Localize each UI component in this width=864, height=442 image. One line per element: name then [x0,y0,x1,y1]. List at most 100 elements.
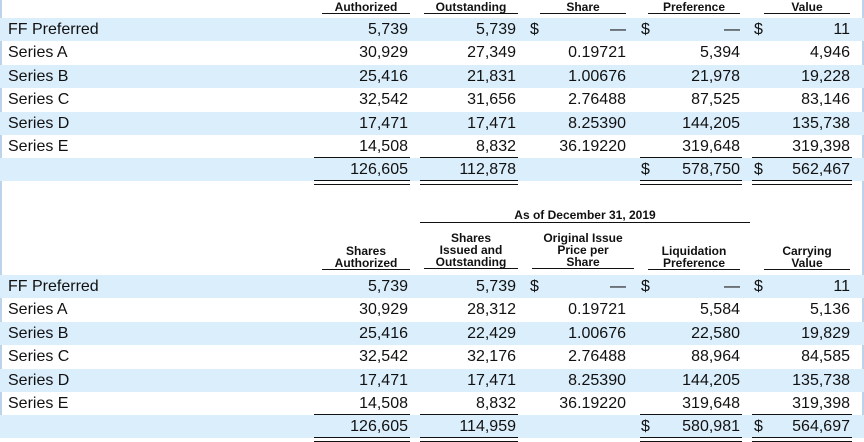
shares-authorized-value: 25,416 [359,324,408,342]
carrying-value: 11 [833,21,850,38]
price-per-share-value: 0.19721 [568,44,626,62]
currency-symbol: $ [641,161,650,179]
total-double-rule [640,179,742,185]
header-outstanding: Outstanding [424,1,518,14]
subtotal-rule [640,157,742,159]
subtotal-rule [420,157,518,159]
shares-authorized-value: 32,542 [359,91,408,109]
shares-authorized-value: 126,605 [350,161,408,179]
shares-outstanding-value: 27,349 [467,44,516,62]
currency-symbol: $ [754,418,763,436]
subtotal-rule [420,414,518,416]
shares-outstanding-value: 17,471 [467,114,516,132]
subtotal-rule [314,157,410,159]
subtotal-rule [752,157,852,159]
row-label: Series C [8,91,70,109]
row-label: FF Preferred [8,278,99,295]
liquidation-preference-value: 5,394 [699,44,740,62]
total-double-rule [752,436,852,442]
liquidation-preference-value: 88,964 [691,348,740,366]
price-per-share-value: 0.19721 [568,301,626,319]
row-label: Series A [8,44,68,62]
total-double-rule [420,179,518,185]
table-row: Series A 30,929 28,312 0.19721 5,584 5,136 [0,298,864,321]
total-double-rule [752,179,852,185]
row-label: Series D [8,114,70,132]
table-row: Series B 25,416 21,831 1.00676 21,978 19,228 [0,64,864,88]
table-row: FF Preferred 5,739 5,739 — — 11 $ $ $ [0,275,864,298]
shares-outstanding-value: 112,878 [459,161,516,179]
shares-outstanding-value: 22,429 [467,324,516,342]
liquidation-preference-value: 578,750 [682,161,740,179]
total-double-rule [314,436,410,442]
currency-symbol: $ [754,161,763,179]
shares-outstanding-value: 114,959 [459,418,516,436]
shares-outstanding-value: 21,831 [467,67,516,85]
carrying-value: 319,398 [792,138,850,155]
header-carrying: Value [764,1,850,14]
price-per-share-value: 1.00676 [568,67,626,85]
total-double-rule [314,179,410,185]
page-frame [0,0,864,431]
total-row: 126,605 112,878 578,750 562,467 $ $ [0,158,864,182]
carrying-value: 11 [833,278,850,295]
table-row: Series C 32,542 31,656 2.76488 87,525 83,146 [0,88,864,111]
row-label: Series C [8,348,70,366]
shares-authorized-value: 17,471 [359,371,408,389]
carrying-value: 5,136 [809,301,850,319]
price-per-share-value: 1.00676 [568,324,626,342]
row-label: Series D [8,371,70,389]
carrying-value: 19,829 [801,324,850,342]
total-row: 126,605 114,959 580,981 564,697 $ $ [0,415,864,439]
carrying-value: 562,467 [792,161,850,179]
liquidation-preference-value: 144,205 [682,114,740,132]
subtotal-rule [752,414,852,416]
currency-symbol: $ [754,278,763,295]
shares-outstanding-value: 32,176 [467,348,516,366]
header-liquidation: Preference [648,1,740,14]
header-outstanding: Shares Issued and Outstanding [424,232,518,269]
shares-authorized-value: 30,929 [359,44,408,62]
price-per-share-value: — [610,21,626,38]
subtotal-rule [640,414,742,416]
liquidation-preference-value: 144,205 [682,371,740,389]
shares-authorized-value: 14,508 [359,395,408,412]
table-row: Series E 14,508 8,832 36.19220 319,648 319,39… [0,392,864,415]
shares-outstanding-value: 28,312 [467,301,516,319]
price-per-share-value: 8.25390 [568,371,626,389]
shares-authorized-value: 5,739 [367,21,408,38]
shares-authorized-value: 17,471 [359,114,408,132]
liquidation-preference-value: 5,584 [699,301,740,319]
price-per-share-value: 2.76488 [568,91,626,109]
liquidation-preference-value: 319,648 [682,138,740,155]
table-row: Series D 17,471 17,471 8.25390 144,205 135,73… [0,111,864,135]
shares-authorized-value: 5,739 [367,278,408,295]
price-per-share-value: — [610,278,626,295]
total-double-rule [640,436,742,442]
shares-outstanding-value: 8,832 [475,395,516,412]
shares-outstanding-value: 31,656 [467,91,516,109]
header-liquidation: Liquidation Preference [648,245,740,270]
shares-outstanding-value: 8,832 [475,138,516,155]
carrying-value: 135,738 [792,114,850,132]
table-row: Series C 32,542 32,176 2.76488 88,964 84,585 [0,345,864,368]
table-row: Series D 17,471 17,471 8.25390 144,205 135,73… [0,368,864,392]
header-authorized: Authorized [322,1,410,14]
liquidation-preference-value: 319,648 [682,395,740,412]
currency-symbol: $ [530,278,539,295]
carrying-value: 135,738 [792,371,850,389]
price-per-share-value: 8.25390 [568,114,626,132]
currency-symbol: $ [641,21,650,38]
currency-symbol: $ [641,278,650,295]
currency-symbol: $ [530,21,539,38]
carrying-value: 4,946 [809,44,850,62]
shares-authorized-value: 25,416 [359,67,408,85]
header-carrying: Carrying Value [764,245,850,270]
liquidation-preference-value: 22,580 [691,324,740,342]
table-row: Series E 14,508 8,832 36.19220 319,648 319,39… [0,135,864,158]
shares-authorized-value: 126,605 [350,418,408,436]
total-double-rule [420,436,518,442]
liquidation-preference-value: — [724,21,740,38]
shares-outstanding-value: 17,471 [467,371,516,389]
liquidation-preference-value: — [724,278,740,295]
